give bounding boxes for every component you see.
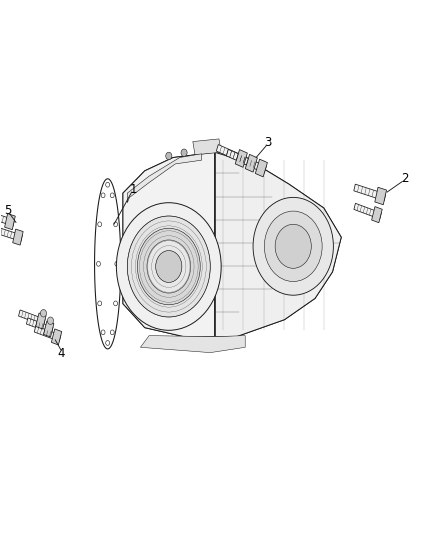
Polygon shape xyxy=(123,152,215,337)
Polygon shape xyxy=(235,150,247,167)
Circle shape xyxy=(96,262,100,266)
Polygon shape xyxy=(354,184,385,201)
Circle shape xyxy=(138,228,200,305)
Circle shape xyxy=(110,193,114,198)
Polygon shape xyxy=(255,159,268,177)
Polygon shape xyxy=(226,149,256,168)
Circle shape xyxy=(115,262,119,266)
Polygon shape xyxy=(354,203,381,219)
Polygon shape xyxy=(34,326,61,341)
Circle shape xyxy=(101,193,105,198)
Circle shape xyxy=(264,211,322,281)
Polygon shape xyxy=(13,229,23,245)
Polygon shape xyxy=(127,154,201,203)
Polygon shape xyxy=(375,187,386,205)
Text: 3: 3 xyxy=(264,136,272,149)
Circle shape xyxy=(106,341,110,345)
Text: 4: 4 xyxy=(57,346,65,360)
Circle shape xyxy=(47,317,53,325)
Polygon shape xyxy=(123,152,341,337)
Circle shape xyxy=(127,216,210,317)
Circle shape xyxy=(166,152,172,160)
Polygon shape xyxy=(245,155,258,172)
Circle shape xyxy=(98,301,102,306)
Circle shape xyxy=(113,301,117,306)
Polygon shape xyxy=(0,211,14,226)
Polygon shape xyxy=(5,214,15,230)
Circle shape xyxy=(101,330,105,335)
Circle shape xyxy=(40,310,46,317)
Polygon shape xyxy=(215,152,341,337)
Circle shape xyxy=(110,330,114,335)
Circle shape xyxy=(181,149,187,157)
Circle shape xyxy=(147,240,191,293)
Text: 5: 5 xyxy=(4,204,12,217)
Polygon shape xyxy=(43,321,54,337)
Text: 2: 2 xyxy=(401,172,409,185)
Circle shape xyxy=(98,222,102,227)
Circle shape xyxy=(155,251,182,282)
Circle shape xyxy=(117,203,221,330)
Polygon shape xyxy=(237,154,266,173)
Polygon shape xyxy=(35,313,46,329)
Circle shape xyxy=(275,224,311,268)
Circle shape xyxy=(106,182,110,187)
Polygon shape xyxy=(26,318,53,333)
Polygon shape xyxy=(141,336,245,353)
Polygon shape xyxy=(371,207,382,223)
Polygon shape xyxy=(0,227,22,241)
Polygon shape xyxy=(51,329,62,345)
Polygon shape xyxy=(193,139,221,155)
Circle shape xyxy=(113,222,117,227)
Text: 1: 1 xyxy=(130,183,138,196)
Polygon shape xyxy=(216,144,246,164)
Circle shape xyxy=(253,197,333,295)
Polygon shape xyxy=(18,310,45,325)
